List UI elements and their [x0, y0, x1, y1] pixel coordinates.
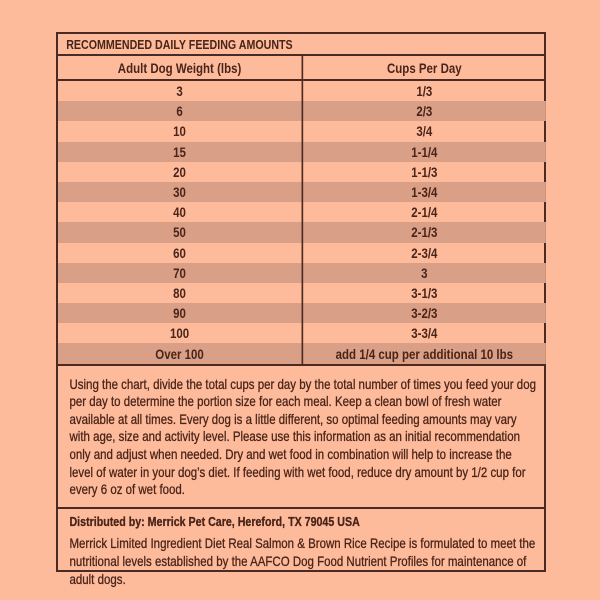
cups-cell: 3-1/3: [411, 284, 438, 301]
cups-cell: 2/3: [301, 101, 546, 122]
table-row: 40 2-1/4: [58, 202, 546, 223]
weight-cell: 40: [58, 202, 303, 223]
cups-cell: 1-1/3: [411, 163, 438, 180]
distributor-section: Distributed by: Merrick Pet Care, Herefo…: [58, 506, 546, 588]
table-row: 90 3-2/3: [58, 303, 546, 324]
table-row: 20 1-1/3: [58, 161, 546, 182]
feeding-instructions: Using the chart, divide the total cups p…: [58, 363, 546, 507]
weight-cell: 10: [58, 121, 303, 142]
cups-cell: 3: [301, 262, 546, 283]
cups-cell: 2-1/3: [301, 222, 546, 243]
weight-cell: 90: [58, 303, 303, 324]
cups-cell: 1-3/4: [301, 181, 546, 203]
cups-cell: 2-1/4: [411, 204, 438, 221]
cups-cell: 3-3/4: [411, 325, 438, 342]
cups-cell: 2-3/4: [411, 244, 438, 261]
cups-cell: 3/4: [416, 123, 433, 140]
weight-cell: Over 100: [58, 343, 303, 364]
weight-cell: 6: [58, 101, 303, 122]
table-row: 60 2-3/4: [58, 242, 546, 263]
table-row: 80 3-1/3: [58, 282, 546, 304]
table-row: 100 3-3/4: [58, 323, 546, 344]
table-title: RECOMMENDED DAILY FEEDING AMOUNTS: [58, 34, 546, 56]
feeding-guide-panel: RECOMMENDED DAILY FEEDING AMOUNTS Adult …: [56, 32, 546, 587]
table-row: 50 2-1/3: [58, 222, 546, 243]
cups-cell: add 1/4 cup per additional 10 lbs: [301, 343, 546, 364]
weight-cell: 20: [58, 161, 303, 182]
weight-cell: 80: [58, 282, 303, 304]
table-row: 3 1/3: [58, 80, 546, 102]
weight-cell: 100: [58, 323, 303, 344]
table-row: Over 100 add 1/4 cup per additional 10 lb…: [58, 343, 546, 364]
table-header-row: Adult Dog Weight (lbs) Cups Per Day: [58, 56, 546, 81]
weight-cell: 15: [58, 141, 303, 162]
table-row: 15 1-1/4: [58, 141, 546, 162]
cups-cell: 1-1/4: [301, 141, 546, 162]
table-row: 30 1-3/4: [58, 181, 546, 203]
aafco-statement: Merrick Limited Ingredient Diet Real Sal…: [69, 535, 536, 587]
cups-cell: 1/3: [416, 83, 433, 100]
feeding-table: Adult Dog Weight (lbs) Cups Per Day 3 1/3…: [58, 56, 546, 364]
weight-cell: 30: [58, 181, 303, 203]
weight-cell: 70: [58, 262, 303, 283]
header-cups: Cups Per Day: [301, 56, 546, 81]
weight-cell: 60: [58, 242, 303, 263]
weight-cell: 50: [58, 222, 303, 243]
distributor: Distributed by: Merrick Pet Care, Herefo…: [69, 513, 360, 529]
table-row: 70 3: [58, 262, 546, 283]
cups-cell: 3-2/3: [301, 303, 546, 324]
weight-cell: 3: [58, 80, 303, 102]
table-row: 10 3/4: [58, 121, 546, 142]
table-row: 6 2/3: [58, 101, 546, 122]
header-weight: Adult Dog Weight (lbs): [58, 56, 303, 81]
